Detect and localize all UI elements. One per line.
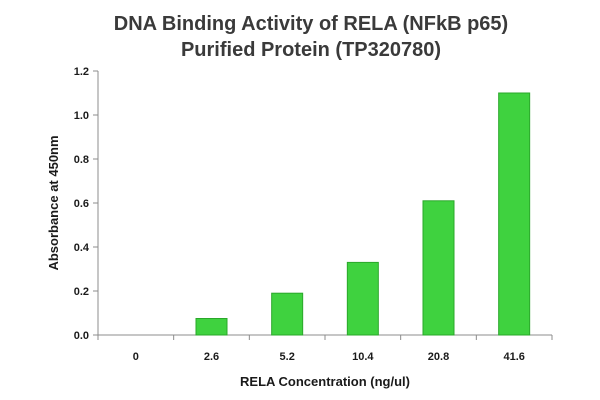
x-tick-label: 5.2 xyxy=(280,351,295,363)
y-tick-label: 0.6 xyxy=(74,198,89,210)
y-ticks: 0.0 0.2 0.4 0.6 0.8 1.0 1.2 xyxy=(74,66,98,342)
x-tick-label: 41.6 xyxy=(503,351,524,363)
y-tick-label: 1.2 xyxy=(74,66,89,78)
bar-10.4 xyxy=(346,261,379,336)
bar-20.8 xyxy=(422,200,455,336)
y-axis-label: Absorbance at 450nm xyxy=(46,135,61,270)
chart-subtitle: Purified Protein (TP320780) xyxy=(181,39,441,61)
bar-41.6 xyxy=(498,92,531,336)
x-ticks: 0 2.6 5.2 10.4 20.8 41.6 xyxy=(97,335,553,363)
x-tick-label: 0 xyxy=(133,351,139,363)
x-tick-label: 20.8 xyxy=(428,351,449,363)
x-axis-label: RELA Concentration (ng/ul) xyxy=(240,374,410,389)
chart-title: DNA Binding Activity of RELA (NFkB p65) xyxy=(114,13,508,35)
y-tick-label: 0.8 xyxy=(74,154,89,166)
x-tick-label: 10.4 xyxy=(352,351,374,363)
bar-2.6 xyxy=(195,318,228,336)
x-tick-label: 2.6 xyxy=(204,351,219,363)
bars xyxy=(195,92,531,336)
bar-5.2 xyxy=(271,292,304,336)
y-tick-label: 1.0 xyxy=(74,110,89,122)
y-tick-label: 0.0 xyxy=(74,330,89,342)
y-tick-label: 0.4 xyxy=(74,242,90,254)
y-tick-label: 0.2 xyxy=(74,286,89,298)
